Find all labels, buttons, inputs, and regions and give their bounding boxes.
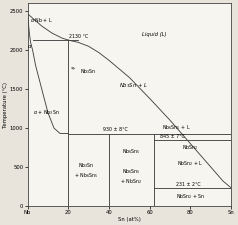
Text: Nb$_6$Sn$_5$: Nb$_6$Sn$_5$ [122,147,141,156]
Y-axis label: Temperature (°C): Temperature (°C) [4,82,9,128]
Text: $\alpha$ + Nb$_3$Sn: $\alpha$ + Nb$_3$Sn [33,108,59,117]
X-axis label: Sn (at%): Sn (at%) [118,216,141,222]
Text: 845 ± 7°C: 845 ± 7°C [160,134,184,139]
Text: $\alpha$-Nb + L: $\alpha$-Nb + L [30,16,53,24]
Text: Liquid (L): Liquid (L) [142,32,166,37]
Text: 930 ± 8°C: 930 ± 8°C [103,127,128,132]
Text: Nb$_3$Sn + L: Nb$_3$Sn + L [119,81,148,90]
Text: NbSn$_2$ + Sn: NbSn$_2$ + Sn [176,193,205,201]
Text: 231 ± 2°C: 231 ± 2°C [176,182,201,187]
Text: $\alpha$: $\alpha$ [27,43,32,50]
Text: NbSn$_2$ + L: NbSn$_2$ + L [177,160,204,168]
Text: Nb$_3$Sn: Nb$_3$Sn [72,67,97,76]
Text: Nb$_3$Sn
+ Nb$_6$Sn$_5$: Nb$_3$Sn + Nb$_6$Sn$_5$ [74,161,99,180]
Text: Nb$_6$Sn$_5$
+ NbSn$_2$: Nb$_6$Sn$_5$ + NbSn$_2$ [120,167,142,186]
Text: NbSn$_2$: NbSn$_2$ [182,143,199,152]
Text: Nb$_6$Sn$_5$ + L: Nb$_6$Sn$_5$ + L [162,123,191,132]
Text: 2130 °C: 2130 °C [69,34,88,39]
